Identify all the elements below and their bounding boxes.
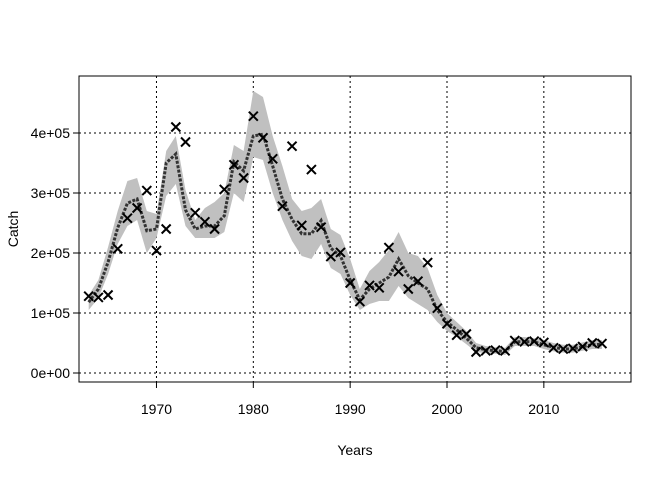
data-point-1971 [160,223,172,235]
y-axis: 0e+00 1e+05 2e+05 3e+05 4e+05 [31,125,79,381]
data-point-1972 [170,121,182,133]
y-tick-label: 2e+05 [31,245,71,261]
data-point-1993 [374,282,385,294]
data-point-1991 [354,296,366,307]
data-point-1974 [190,207,201,219]
x-tick-label: 1990 [335,401,366,417]
data-point-1990 [344,277,356,289]
data-point-1967 [122,212,133,224]
data-point-2016 [596,338,608,349]
plot-frame [78,75,632,383]
data-point-1970 [151,245,162,256]
data-point-2004 [480,345,491,357]
data-point-1984 [286,140,298,152]
y-tick-label: 0e+00 [31,365,71,381]
data-point-1978 [228,159,240,171]
data-point-1987 [315,221,327,233]
y-tick-label: 1e+05 [31,305,71,321]
observed-points [83,110,608,358]
data-point-2009 [528,335,540,347]
x-axis: 1970 1980 1990 2000 2010 [141,382,560,417]
data-point-1997 [412,275,424,287]
data-point-2002 [461,328,472,340]
data-point-1968 [131,202,143,214]
data-point-1999 [432,302,443,314]
data-point-2012 [558,343,569,355]
data-point-2005 [490,344,501,356]
data-point-1973 [180,136,191,148]
y-axis-title: Catch [5,211,21,248]
data-point-2001 [451,329,462,341]
data-point-2010 [538,337,550,348]
data-point-2003 [470,346,482,358]
y-tick-label: 3e+05 [31,185,71,201]
x-tick-label: 1980 [238,401,269,417]
x-tick-label: 2010 [528,401,559,417]
data-point-1988 [325,251,336,262]
data-point-2013 [567,343,579,354]
data-point-1994 [383,242,395,253]
data-point-2007 [509,335,520,346]
data-point-1977 [219,184,230,195]
data-point-2008 [519,336,530,348]
data-point-1989 [335,247,346,258]
y-grid-lines [79,132,631,374]
data-point-1965 [102,289,114,301]
data-point-1985 [296,220,307,231]
data-point-1969 [141,185,152,196]
data-point-1996 [403,283,414,295]
data-point-1986 [306,164,317,175]
data-point-1964 [93,292,104,303]
x-tick-label: 2000 [431,401,462,417]
data-point-1975 [199,216,211,228]
data-point-1980 [248,110,259,122]
data-point-2000 [441,318,453,330]
x-axis-title: Years [337,442,372,458]
data-point-1981 [257,132,269,144]
x-tick-label: 1970 [141,401,172,417]
data-point-1992 [364,280,375,291]
data-point-1979 [238,172,249,184]
data-point-1966 [112,243,123,255]
data-point-1995 [393,266,404,277]
data-point-1963 [83,290,94,302]
data-point-2011 [548,342,559,354]
data-point-1983 [277,200,288,212]
confidence-band [88,91,602,355]
data-point-1982 [267,153,278,165]
data-point-2006 [499,345,511,357]
data-point-1976 [209,223,220,235]
estimate-line [87,132,602,353]
y-tick-label: 4e+05 [31,125,71,141]
data-point-2015 [587,337,598,349]
data-point-1998 [422,257,433,268]
data-point-2014 [577,341,588,352]
